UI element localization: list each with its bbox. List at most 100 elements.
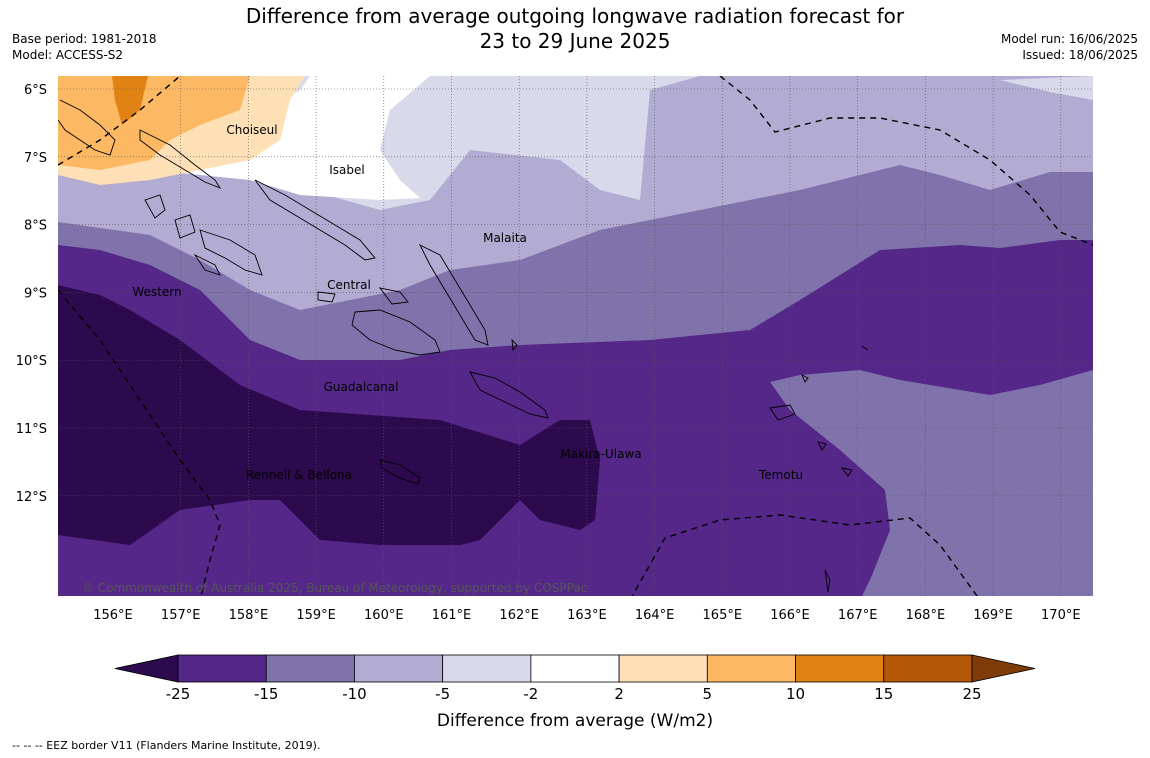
colorbar-tick-label: -15 — [254, 685, 279, 703]
colorbar-segment — [177, 654, 267, 683]
meta-right: Model run: 16/06/2025 Issued: 18/06/2025 — [1001, 31, 1138, 63]
colorbar-segment — [530, 654, 620, 683]
anomaly-fill-5-10 — [58, 76, 250, 170]
island-anuta — [824, 569, 831, 593]
province-label: Choiseul — [226, 123, 277, 137]
eez-footnote: -- -- -- EEZ border V11 (Flanders Marine… — [12, 739, 321, 752]
island-ulawa — [511, 338, 518, 352]
model-run-text: Model run: 16/06/2025 — [1000, 32, 1138, 46]
longitude-label: 170°E — [1041, 608, 1081, 623]
longitude-label: 167°E — [838, 608, 878, 623]
province-label: Rennell & Bellona — [246, 468, 352, 482]
island-guadalcanal — [351, 309, 441, 356]
latitude-labels: 6°S 7°S 8°S 9°S 10°S 11°S 12°S — [16, 83, 47, 505]
colorbar-tick-label: -10 — [342, 685, 367, 703]
anomaly-fill-minus5-minus2-ne — [1000, 76, 1093, 100]
eez-border-west — [58, 289, 221, 596]
model-text: Model: ACCESS-S2 — [12, 48, 124, 62]
island-reef-islands — [801, 374, 809, 383]
island-utupua — [840, 467, 853, 477]
colorbar-tick-label: 10 — [786, 685, 805, 703]
province-label: Central — [327, 278, 371, 292]
longitude-label: 165°E — [703, 608, 743, 623]
longitude-label: 161°E — [432, 608, 472, 623]
map-title: Difference from average outgoing longwav… — [200, 4, 950, 54]
legend-label: Difference from average (W/m2) — [437, 711, 713, 731]
eez-border-south — [631, 514, 978, 596]
latitude-label: 10°S — [16, 354, 47, 369]
map-plot-area: Choiseul Isabel Malaita Western Central Guada… — [58, 76, 1093, 596]
island-russell — [317, 291, 336, 303]
colorbar-segment — [706, 654, 796, 683]
colorbar-tick-label: -5 — [435, 685, 450, 703]
latitude-label: 6°S — [24, 83, 47, 98]
province-label: Western — [132, 285, 181, 299]
longitude-label: 160°E — [364, 608, 404, 623]
longitude-label: 169°E — [973, 608, 1013, 623]
longitude-label: 156°E — [93, 608, 133, 623]
anomaly-fill-below-minus25 — [58, 285, 600, 545]
colorbar-tick-label: -2 — [523, 685, 538, 703]
colorbar-tick-label: 5 — [703, 685, 713, 703]
longitude-label: 164°E — [635, 608, 675, 623]
latitude-label: 8°S — [24, 219, 47, 234]
colorbar-tick-label: 25 — [962, 685, 981, 703]
anomaly-fill-10-15 — [112, 76, 148, 125]
meta-left: Base period: 1981-2018 Model: ACCESS-S2 — [12, 31, 157, 63]
colorbar-segment — [883, 654, 973, 683]
island-rennell — [379, 459, 421, 485]
colorbar-segment — [442, 654, 532, 683]
island-isabel — [254, 179, 376, 261]
island-kolombangara — [174, 214, 196, 239]
copyright-text: © Commonwealth of Australia 2025, Bureau… — [82, 581, 587, 595]
colorbar-segment — [265, 654, 355, 683]
island-vella-lavella — [144, 194, 166, 219]
island-malaita — [418, 243, 489, 346]
province-label: Malaita — [483, 231, 527, 245]
title-line-2: 23 to 29 June 2025 — [479, 29, 671, 53]
base-period-text: Base period: 1981-2018 — [12, 32, 157, 46]
island-rendova — [193, 253, 221, 276]
latitude-label: 12°S — [16, 490, 47, 505]
longitude-label: 163°E — [567, 608, 607, 623]
island-nendo — [769, 404, 796, 421]
colorbar-extend-low — [114, 654, 179, 683]
anomaly-fill-temotu-tongue — [770, 370, 1093, 596]
longitude-label: 162°E — [499, 608, 539, 623]
longitude-label: 168°E — [906, 608, 946, 623]
island-new-georgia — [199, 229, 263, 276]
island-bougainville — [58, 99, 116, 156]
province-label: Isabel — [329, 163, 364, 177]
longitude-label: 159°E — [296, 608, 336, 623]
title-line-1: Difference from average outgoing longwav… — [245, 4, 905, 28]
province-label: Guadalcanal — [324, 380, 399, 394]
island-choiseul — [139, 129, 222, 189]
colorbar-tick-label: 15 — [874, 685, 893, 703]
colorbar-tick-label: -25 — [166, 685, 191, 703]
eez-border-north-east — [719, 76, 1093, 246]
province-label: Temotu — [758, 468, 803, 482]
latitude-label: 9°S — [24, 286, 47, 301]
island-vanikoro — [817, 441, 827, 451]
longitude-label: 157°E — [161, 608, 201, 623]
island-makira — [469, 371, 549, 419]
colorbar-segment — [618, 654, 708, 683]
eez-border-north-west — [58, 76, 181, 166]
longitude-label: 158°E — [229, 608, 269, 623]
latitude-label: 11°S — [16, 422, 47, 437]
island-florida — [378, 287, 409, 305]
province-labels: Choiseul Isabel Malaita Western Central Guada… — [132, 123, 803, 482]
latitude-label: 7°S — [24, 151, 47, 166]
legend-colorbar: -25 -15 -10 -5 -2 2 5 10 15 25 — [114, 654, 1036, 703]
colorbar-extend-high — [971, 654, 1036, 683]
longitude-label: 166°E — [770, 608, 810, 623]
island-duff — [861, 345, 869, 351]
colorbar-tick-label: 2 — [614, 685, 624, 703]
coastlines — [58, 99, 869, 593]
colorbar-segment — [795, 654, 885, 683]
issued-text: Issued: 18/06/2025 — [1022, 48, 1138, 62]
longitude-labels: 156°E 157°E 158°E 159°E 160°E 161°E 162°E 163°E… — [93, 608, 1080, 623]
eez-border — [58, 76, 1093, 596]
province-label: Makira-Ulawa — [560, 447, 641, 461]
